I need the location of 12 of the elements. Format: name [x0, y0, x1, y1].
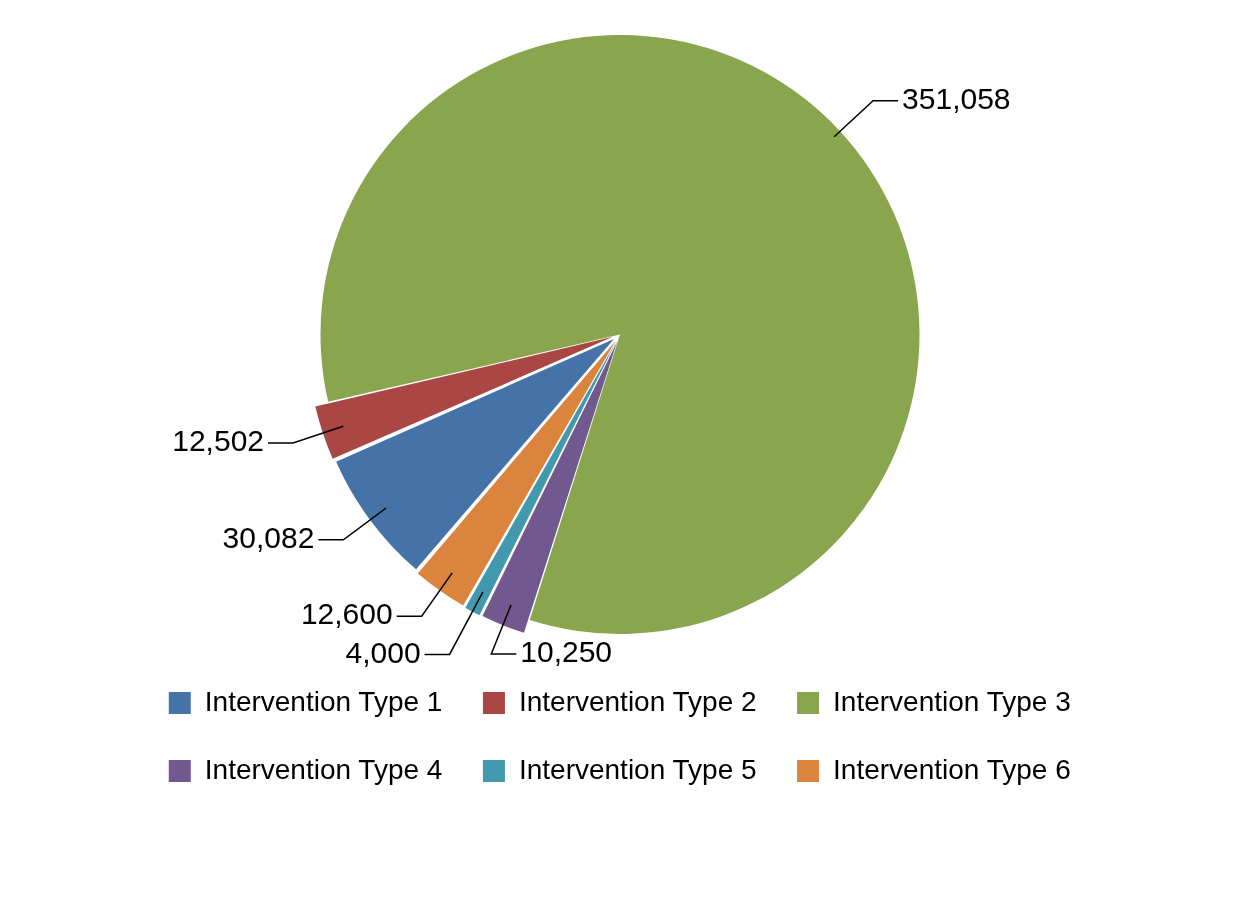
- legend-label: Intervention Type 4: [204, 753, 443, 785]
- data-label: 351,058: [902, 82, 1011, 116]
- legend-label: Intervention Type 3: [833, 685, 1071, 717]
- legend-label: Intervention Type 6: [833, 753, 1071, 785]
- data-label: 12,600: [300, 597, 393, 631]
- legend-label: Intervention Type 5: [518, 753, 757, 785]
- data-label: 4,000: [345, 635, 421, 669]
- data-label: 10,250: [520, 635, 613, 669]
- data-label: 12,502: [172, 424, 265, 458]
- legend-label: Intervention Type 2: [518, 685, 757, 717]
- data-label: 30,082: [222, 521, 315, 555]
- legend-label: Intervention Type 1: [204, 685, 443, 717]
